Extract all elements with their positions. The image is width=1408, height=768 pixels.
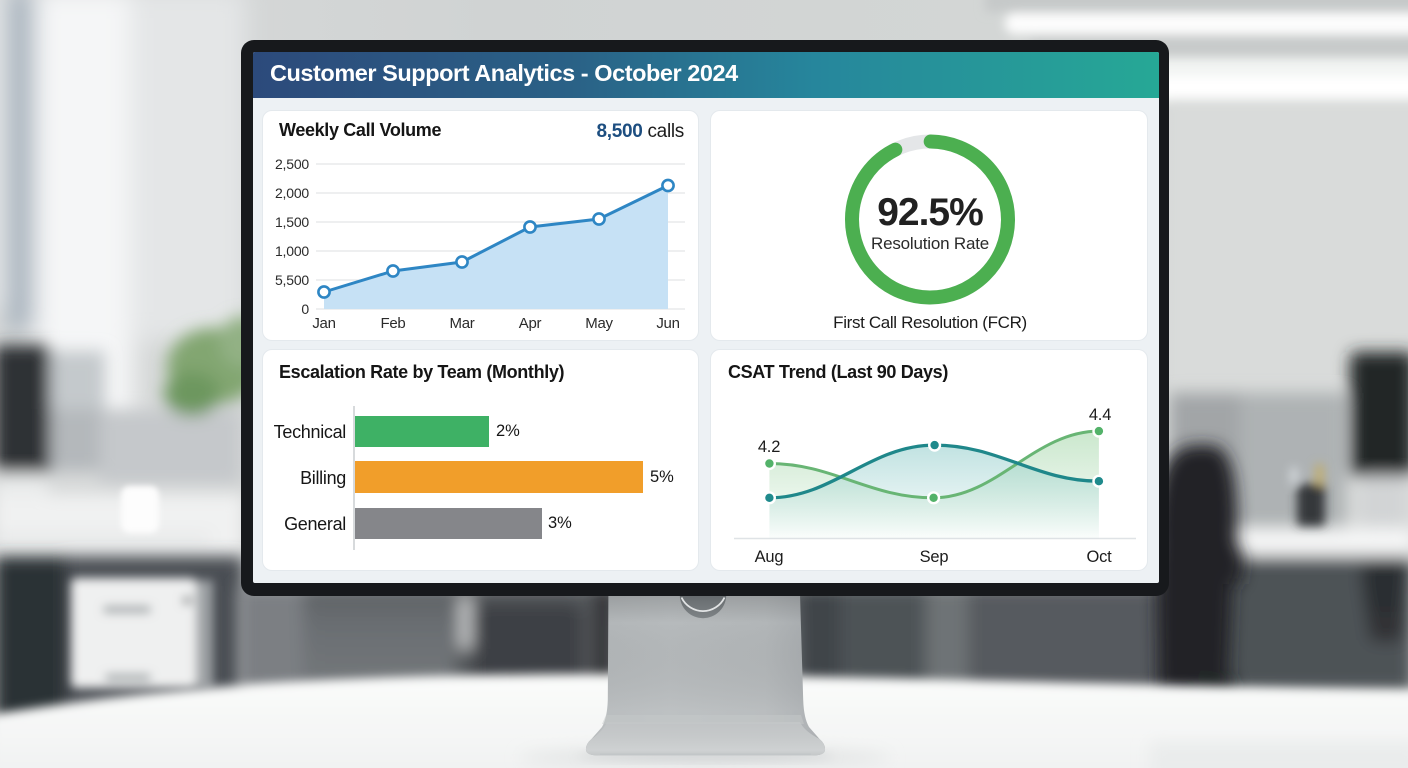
svg-text:5,500: 5,500 — [275, 272, 309, 288]
svg-text:Apr: Apr — [519, 315, 542, 332]
svg-text:Sep: Sep — [920, 548, 949, 566]
svg-text:Jan: Jan — [312, 315, 335, 332]
svg-text:Aug: Aug — [755, 548, 784, 566]
svg-text:4.4: 4.4 — [1089, 406, 1111, 424]
svg-text:1,000: 1,000 — [275, 243, 309, 259]
svg-text:Feb: Feb — [381, 315, 406, 332]
svg-text:Oct: Oct — [1086, 548, 1112, 566]
svg-text:May: May — [585, 315, 613, 332]
svg-text:2,500: 2,500 — [275, 156, 309, 172]
svg-text:0: 0 — [301, 301, 309, 317]
svg-text:1,500: 1,500 — [275, 214, 309, 230]
svg-text:Jun: Jun — [656, 315, 679, 332]
svg-text:2,000: 2,000 — [275, 185, 309, 201]
svg-text:4.2: 4.2 — [758, 438, 780, 456]
svg-text:Mar: Mar — [450, 315, 475, 332]
